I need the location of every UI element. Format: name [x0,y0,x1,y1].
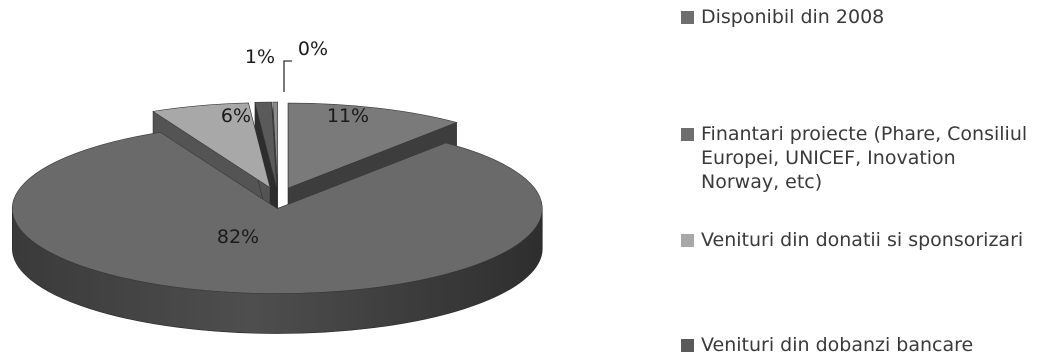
legend-entry-4: Venituri din dobanzi bancare [681,334,973,356]
legend-swatch [681,128,694,141]
pie-slice-4 [254,101,277,228]
leader-line [283,60,292,92]
data-label-4: 1% [245,46,275,68]
data-label-3: 6% [221,105,251,127]
legend-label: Finantari proiecte (Phare, Consiliul [701,123,1027,145]
legend-entry-1: Disponibil din 2008 [681,6,884,28]
legend-swatch [681,339,694,352]
legend-label: Venituri din dobanzi bancare [701,334,973,356]
legend-label: Disponibil din 2008 [701,6,884,28]
legend-swatch [681,234,694,247]
pie-slice-2 [12,131,543,334]
legend-entry-3: Venituri din donatii si sponsorizari [681,229,1023,251]
data-label-5: 0% [298,38,328,60]
data-label-2: 82% [217,226,259,248]
legend-swatch [681,11,694,24]
legend-entry-2: Finantari proiecte (Phare, ConsiliulEuro… [681,123,1027,193]
legend-label: Norway, etc) [701,171,822,193]
legend-label: Venituri din donatii si sponsorizari [701,229,1023,251]
data-label-1: 11% [327,105,369,127]
legend-label: Europei, UNICEF, Inovation [701,147,956,169]
